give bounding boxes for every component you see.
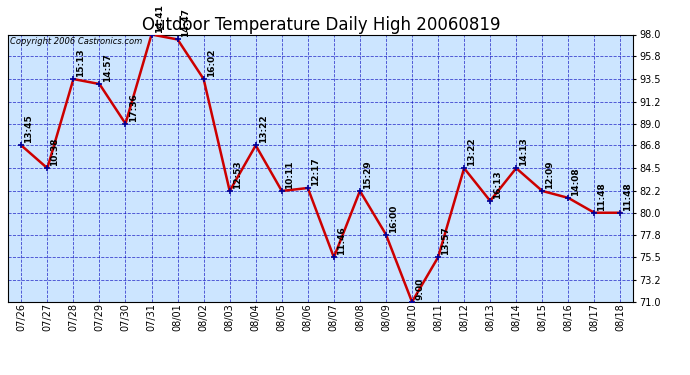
Text: 14:47: 14:47 (181, 9, 190, 38)
Text: 10:11: 10:11 (285, 160, 294, 189)
Text: 17:36: 17:36 (128, 93, 137, 122)
Text: 13:45: 13:45 (24, 115, 33, 143)
Title: Outdoor Temperature Daily High 20060819: Outdoor Temperature Daily High 20060819 (141, 16, 500, 34)
Text: 11:48: 11:48 (598, 182, 607, 211)
Text: Copyright 2006 Castronics.com: Copyright 2006 Castronics.com (10, 37, 141, 46)
Text: 12:17: 12:17 (311, 157, 320, 186)
Text: 14:08: 14:08 (571, 167, 580, 196)
Text: 12:53: 12:53 (233, 160, 241, 189)
Text: 16:00: 16:00 (389, 204, 398, 232)
Text: 16:02: 16:02 (207, 49, 216, 77)
Text: 10:38: 10:38 (50, 138, 59, 166)
Text: 16:13: 16:13 (493, 170, 502, 199)
Text: 9:00: 9:00 (415, 278, 424, 300)
Text: 14:13: 14:13 (520, 138, 529, 166)
Text: 13:22: 13:22 (467, 138, 476, 166)
Text: 15:13: 15:13 (77, 48, 86, 77)
Text: 14:57: 14:57 (103, 53, 112, 82)
Text: 15:29: 15:29 (363, 160, 372, 189)
Text: 14:41: 14:41 (155, 4, 164, 33)
Text: 13:22: 13:22 (259, 115, 268, 143)
Text: 11:46: 11:46 (337, 226, 346, 255)
Text: 11:48: 11:48 (624, 182, 633, 211)
Text: 13:57: 13:57 (441, 226, 450, 255)
Text: 12:09: 12:09 (545, 160, 554, 189)
